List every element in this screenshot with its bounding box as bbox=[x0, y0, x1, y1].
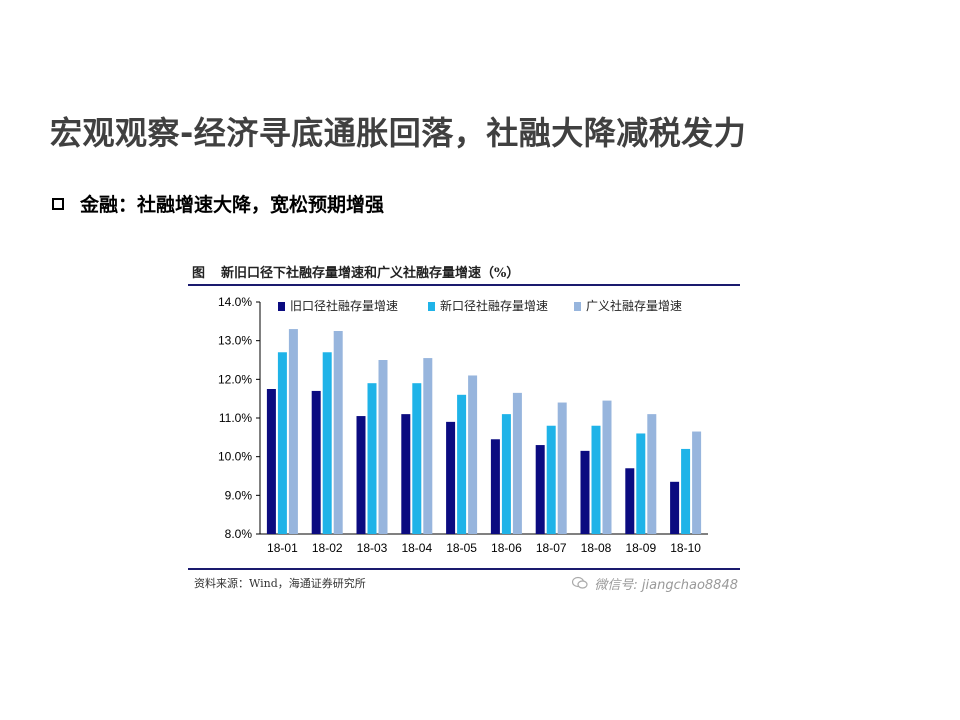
figure-footer: 资料来源：Wind，海通证券研究所 微信号: jiangchao8848 bbox=[188, 568, 740, 596]
bullet-text: 金融：社融增速大降，宽松预期增强 bbox=[80, 194, 385, 216]
bar-2 bbox=[591, 425, 601, 534]
bar-chart: 8.0% 9.0% 10.0% 11.0% 12.0% 13.0% 14.0% 18-01 18… bbox=[218, 295, 708, 555]
bar-2 bbox=[636, 433, 646, 534]
legend-label: 广义社融存量增速 bbox=[586, 298, 682, 313]
figure-label: 图 bbox=[192, 265, 206, 281]
bar-2 bbox=[681, 448, 691, 534]
bar-3 bbox=[512, 392, 522, 534]
bar-3 bbox=[468, 375, 478, 534]
x-tick-label: 18-08 bbox=[581, 541, 612, 555]
bar-1 bbox=[490, 439, 500, 534]
figure-title: 新旧口径下社融存量增速和广义社融存量增速（%） bbox=[221, 265, 520, 281]
bar-3 bbox=[647, 414, 657, 534]
bar-3 bbox=[557, 402, 567, 534]
bar-1 bbox=[535, 445, 545, 534]
bar-1 bbox=[670, 481, 680, 534]
bar-3 bbox=[692, 431, 702, 534]
figure-header: 图 新旧口径下社融存量增速和广义社融存量增速（%） bbox=[188, 258, 740, 286]
wechat-icon bbox=[572, 576, 589, 589]
y-tick-label: 13.0% bbox=[218, 334, 252, 348]
y-tick-label: 10.0% bbox=[218, 450, 252, 464]
bar-2 bbox=[367, 383, 377, 534]
bar-1 bbox=[625, 468, 635, 534]
bar-3 bbox=[423, 358, 433, 534]
x-tick-label: 18-02 bbox=[312, 541, 343, 555]
source-note: 资料来源：Wind，海通证券研究所 bbox=[194, 577, 366, 590]
square-bullet-icon bbox=[52, 197, 64, 210]
x-tick-label: 18-03 bbox=[357, 541, 388, 555]
legend-swatch bbox=[278, 302, 285, 311]
bar-3 bbox=[288, 329, 298, 534]
legend-label: 旧口径社融存量增速 bbox=[290, 298, 398, 313]
legend-label: 新口径社融存量增速 bbox=[440, 298, 548, 313]
x-tick-label: 18-01 bbox=[267, 541, 298, 555]
bullet-item: 金融：社融增速大降，宽松预期增强 bbox=[52, 190, 384, 217]
bar-2 bbox=[546, 425, 556, 534]
bar-1 bbox=[401, 414, 411, 534]
x-tick-label: 18-05 bbox=[446, 541, 477, 555]
watermark: 微信号: jiangchao8848 bbox=[572, 574, 738, 593]
y-tick-label: 11.0% bbox=[219, 411, 252, 425]
bar-2 bbox=[412, 383, 422, 534]
legend-swatch bbox=[574, 302, 581, 311]
x-tick-label: 18-07 bbox=[536, 541, 567, 555]
y-tick-label: 12.0% bbox=[218, 372, 252, 386]
y-tick-label: 14.0% bbox=[218, 295, 252, 309]
x-tick-label: 18-04 bbox=[401, 541, 432, 555]
bar-2 bbox=[501, 414, 511, 534]
bar-1 bbox=[356, 416, 366, 534]
bar-1 bbox=[446, 421, 456, 534]
x-tick-label: 18-06 bbox=[491, 541, 522, 555]
x-tick-label: 18-09 bbox=[625, 541, 656, 555]
chart-figure: 图 新旧口径下社融存量增速和广义社融存量增速（%） 8.0% 9.0% 10.0% 1… bbox=[188, 258, 740, 598]
bar-1 bbox=[266, 389, 276, 534]
bar-2 bbox=[457, 394, 467, 534]
bar-3 bbox=[333, 331, 343, 534]
y-tick-label: 8.0% bbox=[225, 527, 253, 541]
legend-swatch bbox=[428, 302, 435, 311]
bar-3 bbox=[378, 360, 388, 534]
y-tick-label: 9.0% bbox=[225, 488, 253, 502]
bar-2 bbox=[277, 352, 287, 534]
bar-2 bbox=[322, 352, 332, 534]
slide-title: 宏观观察-经济寻底通胀回落，社融大降减税发力 bbox=[50, 114, 747, 152]
x-tick-label: 18-10 bbox=[670, 541, 701, 555]
watermark-text: 微信号: jiangchao8848 bbox=[594, 577, 738, 593]
bar-1 bbox=[311, 390, 321, 534]
bar-1 bbox=[580, 450, 590, 534]
bar-3 bbox=[602, 400, 612, 534]
